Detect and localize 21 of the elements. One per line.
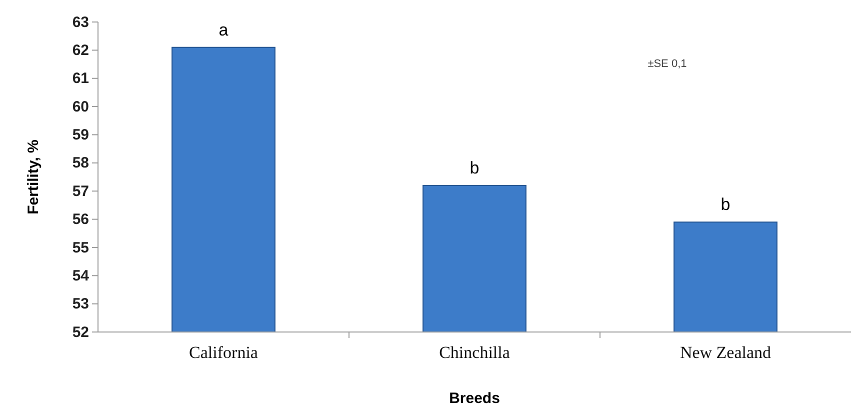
y-tick-label: 56 xyxy=(72,211,89,228)
y-tick-label: 58 xyxy=(72,154,89,172)
x-tick-label: New Zealand xyxy=(680,343,772,362)
y-tick-label: 60 xyxy=(72,98,89,116)
y-tick-label: 62 xyxy=(72,42,89,59)
annotation: ±SE 0,1 xyxy=(648,58,687,70)
x-axis-title: Breeds xyxy=(449,390,500,407)
annotation: b xyxy=(720,195,730,214)
y-tick-label: 63 xyxy=(72,14,89,31)
y-tick-label: 53 xyxy=(72,296,89,313)
y-tick-label: 61 xyxy=(72,70,89,88)
y-tick-label: 57 xyxy=(72,182,89,200)
annotation: a xyxy=(218,20,229,40)
y-tick-label: 59 xyxy=(72,126,89,144)
x-tick-label: California xyxy=(189,343,258,362)
y-tick-label: 54 xyxy=(72,267,90,284)
y-tick-label: 52 xyxy=(72,324,89,341)
y-tick-label: 55 xyxy=(72,239,89,256)
annotation: b xyxy=(470,158,480,178)
x-tick-label: Chinchilla xyxy=(439,343,510,362)
y-axis-title: Fertility, % xyxy=(25,140,42,214)
